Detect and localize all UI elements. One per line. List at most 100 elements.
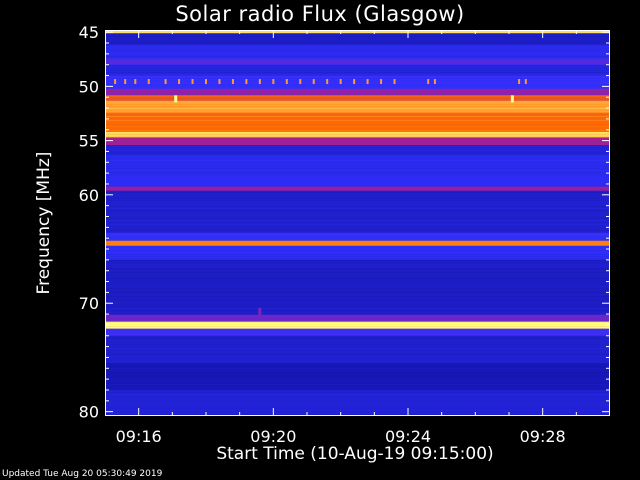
noise-line bbox=[105, 70, 610, 71]
interference-marker-22 bbox=[427, 79, 430, 85]
noise-line bbox=[105, 38, 610, 39]
noise-line bbox=[105, 396, 610, 397]
noise-line bbox=[105, 406, 610, 407]
noise-line bbox=[105, 348, 610, 349]
noise-line bbox=[105, 112, 610, 113]
noise-line bbox=[105, 202, 610, 203]
noise-line bbox=[105, 142, 610, 143]
interference-marker-9 bbox=[231, 79, 234, 85]
noise-line bbox=[105, 198, 610, 199]
noise-line bbox=[105, 338, 610, 339]
noise-line bbox=[105, 118, 610, 119]
spectrum-band-17 bbox=[105, 240, 610, 247]
noise-line bbox=[105, 288, 610, 289]
spectrum-band-15 bbox=[105, 190, 610, 234]
noise-line bbox=[105, 130, 610, 131]
noise-line bbox=[105, 358, 610, 359]
noise-line bbox=[105, 398, 610, 399]
noise-line bbox=[105, 208, 610, 209]
noise-line bbox=[105, 152, 610, 153]
noise-line bbox=[105, 204, 610, 205]
interference-markers bbox=[114, 79, 527, 315]
noise-line bbox=[105, 344, 610, 345]
noise-line bbox=[105, 40, 610, 41]
noise-line bbox=[105, 104, 610, 105]
noise-line bbox=[105, 108, 610, 109]
y-axis-label: Frequency [MHz] bbox=[34, 151, 54, 295]
noise-line bbox=[105, 318, 610, 319]
noise-line bbox=[105, 340, 610, 341]
noise-line bbox=[105, 94, 610, 95]
plot-area bbox=[104, 30, 611, 417]
noise-line bbox=[105, 370, 610, 371]
noise-line bbox=[105, 192, 610, 193]
noise-line bbox=[105, 52, 610, 53]
noise-line bbox=[105, 144, 610, 145]
spectrum-noise bbox=[105, 30, 610, 415]
noise-line bbox=[105, 330, 610, 331]
spectrum-band-0 bbox=[105, 30, 610, 34]
noise-line bbox=[105, 174, 610, 175]
noise-line bbox=[105, 386, 610, 387]
y-tick-label-2: 55 bbox=[79, 132, 99, 151]
spectrum-band-7 bbox=[105, 95, 610, 101]
noise-line bbox=[105, 300, 610, 301]
noise-line bbox=[105, 350, 610, 351]
interference-marker-13 bbox=[285, 79, 288, 85]
y-tick-label-3: 60 bbox=[79, 186, 99, 205]
interference-marker-6 bbox=[191, 79, 194, 85]
noise-line bbox=[105, 162, 610, 163]
noise-line bbox=[105, 86, 610, 87]
noise-line bbox=[105, 134, 610, 135]
noise-line bbox=[105, 388, 610, 389]
noise-line bbox=[105, 320, 610, 321]
noise-line bbox=[105, 378, 610, 379]
noise-line bbox=[105, 34, 610, 35]
y-tick-label-5: 80 bbox=[79, 403, 99, 422]
noise-line bbox=[105, 160, 610, 161]
interference-marker-12 bbox=[272, 79, 275, 85]
noise-line bbox=[105, 236, 610, 237]
noise-line bbox=[105, 374, 610, 375]
noise-line bbox=[105, 360, 610, 361]
noise-line bbox=[105, 292, 610, 293]
noise-line bbox=[105, 100, 610, 101]
noise-line bbox=[105, 60, 610, 61]
noise-line bbox=[105, 72, 610, 73]
noise-line bbox=[105, 382, 610, 383]
noise-line bbox=[105, 372, 610, 373]
noise-line bbox=[105, 136, 610, 137]
noise-line bbox=[105, 244, 610, 245]
noise-line bbox=[105, 188, 610, 189]
noise-line bbox=[105, 154, 610, 155]
noise-line bbox=[105, 296, 610, 297]
noise-line bbox=[105, 394, 610, 395]
noise-line bbox=[105, 240, 610, 241]
noise-line bbox=[105, 128, 610, 129]
noise-line bbox=[105, 308, 610, 309]
noise-line bbox=[105, 362, 610, 363]
noise-line bbox=[105, 178, 610, 179]
noise-line bbox=[105, 384, 610, 385]
interference-marker-17 bbox=[339, 79, 342, 85]
noise-line bbox=[105, 114, 610, 115]
noise-line bbox=[105, 368, 610, 369]
noise-line bbox=[105, 270, 610, 271]
interference-marker-5 bbox=[178, 79, 181, 85]
spectrum-band-21 bbox=[105, 321, 610, 329]
noise-line bbox=[105, 326, 610, 327]
noise-line bbox=[105, 284, 610, 285]
noise-line bbox=[105, 256, 610, 257]
spectrum-band-6 bbox=[105, 88, 610, 96]
noise-line bbox=[105, 402, 610, 403]
noise-line bbox=[105, 90, 610, 91]
x-axis-label: Start Time (10-Aug-19 09:15:00) bbox=[216, 444, 494, 464]
noise-line bbox=[105, 200, 610, 201]
noise-line bbox=[105, 196, 610, 197]
chart-title: Solar radio Flux (Glasgow) bbox=[175, 2, 465, 26]
noise-line bbox=[105, 212, 610, 213]
noise-line bbox=[105, 290, 610, 291]
noise-line bbox=[105, 62, 610, 63]
noise-line bbox=[105, 304, 610, 305]
noise-line bbox=[105, 222, 610, 223]
